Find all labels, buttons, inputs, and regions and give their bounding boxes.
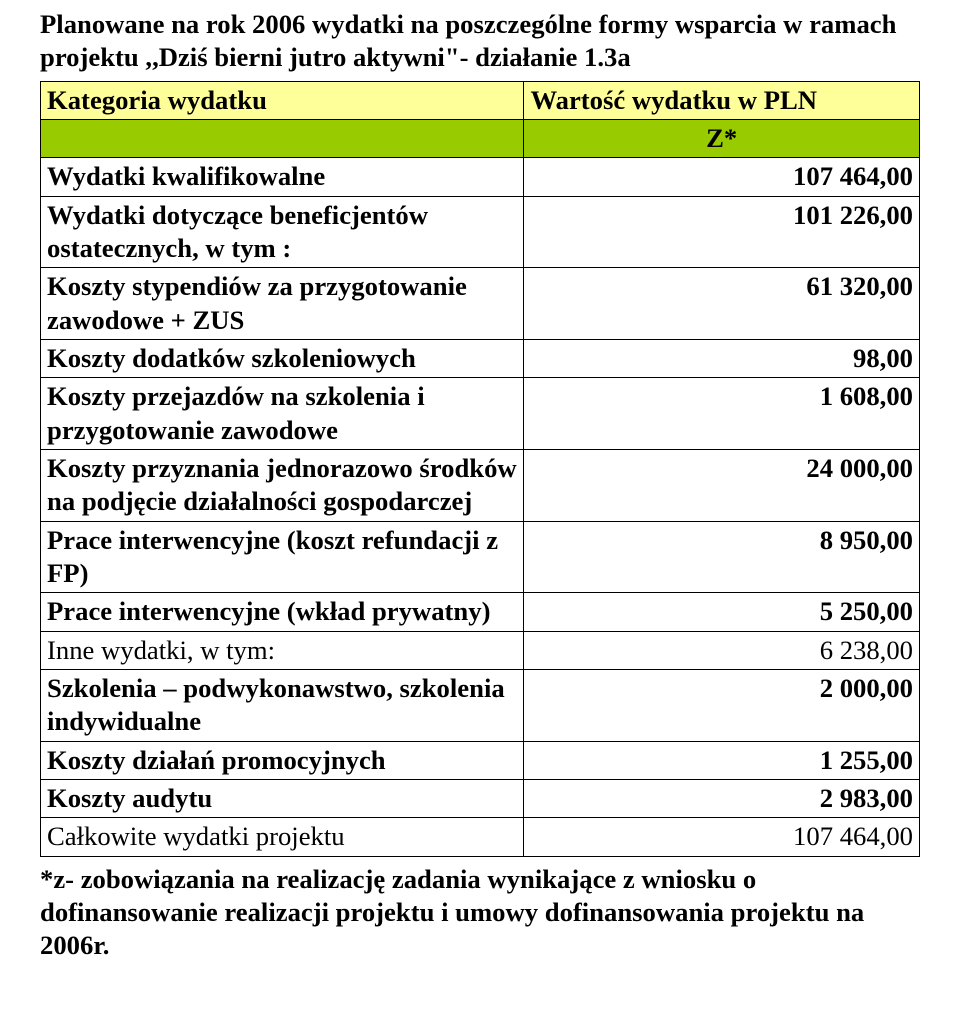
expense-table: Kategoria wydatku Wartość wydatku w PLN … <box>40 81 920 857</box>
row-label: Prace interwencyjne (koszt refundacji z … <box>41 521 524 593</box>
row-value: 2 983,00 <box>524 779 920 817</box>
table-row: Szkolenia – podwykonawstwo, szkolenia in… <box>41 669 920 741</box>
row-value: 61 320,00 <box>524 268 920 340</box>
table-row: Prace interwencyjne (wkład prywatny)5 25… <box>41 593 920 631</box>
row-label: Wydatki dotyczące beneficjentów ostatecz… <box>41 196 524 268</box>
page-title: Planowane na rok 2006 wydatki na poszcze… <box>40 8 920 75</box>
row-value: 1 608,00 <box>524 378 920 450</box>
row-label: Koszty przyznania jednorazowo środków na… <box>41 449 524 521</box>
row-label: Koszty działań promocyjnych <box>41 741 524 779</box>
table-header-left: Kategoria wydatku <box>41 81 524 119</box>
table-header-row: Kategoria wydatku Wartość wydatku w PLN <box>41 81 920 119</box>
row-value: 1 255,00 <box>524 741 920 779</box>
row-label: Inne wydatki, w tym: <box>41 631 524 669</box>
row-value: 2 000,00 <box>524 669 920 741</box>
row-value: 107 464,00 <box>524 158 920 196</box>
table-row: Wydatki dotyczące beneficjentów ostatecz… <box>41 196 920 268</box>
table-row: Koszty audytu2 983,00 <box>41 779 920 817</box>
table-row: Koszty działań promocyjnych1 255,00 <box>41 741 920 779</box>
row-label: Całkowite wydatki projektu <box>41 818 524 856</box>
row-value: 8 950,00 <box>524 521 920 593</box>
row-value: 101 226,00 <box>524 196 920 268</box>
table-body: Kategoria wydatku Wartość wydatku w PLN … <box>41 81 920 856</box>
table-row: Koszty przyznania jednorazowo środków na… <box>41 449 920 521</box>
row-label: Prace interwencyjne (wkład prywatny) <box>41 593 524 631</box>
row-label: Koszty stypendiów za przygotowanie zawod… <box>41 268 524 340</box>
table-row: Wydatki kwalifikowalne107 464,00 <box>41 158 920 196</box>
row-label: Koszty dodatków szkoleniowych <box>41 339 524 377</box>
document-page: Planowane na rok 2006 wydatki na poszcze… <box>0 0 960 1009</box>
table-row: Inne wydatki, w tym:6 238,00 <box>41 631 920 669</box>
table-row: Prace interwencyjne (koszt refundacji z … <box>41 521 920 593</box>
table-row: Koszty przejazdów na szkolenia i przygot… <box>41 378 920 450</box>
table-z-right: Z* <box>524 119 920 157</box>
row-value: 6 238,00 <box>524 631 920 669</box>
table-z-row: Z* <box>41 119 920 157</box>
row-label: Szkolenia – podwykonawstwo, szkolenia in… <box>41 669 524 741</box>
table-row: Koszty stypendiów za przygotowanie zawod… <box>41 268 920 340</box>
table-row: Koszty dodatków szkoleniowych98,00 <box>41 339 920 377</box>
table-row: Całkowite wydatki projektu107 464,00 <box>41 818 920 856</box>
row-label: Koszty przejazdów na szkolenia i przygot… <box>41 378 524 450</box>
row-value: 5 250,00 <box>524 593 920 631</box>
footnote: *z- zobowiązania na realizację zadania w… <box>40 863 920 963</box>
row-label: Koszty audytu <box>41 779 524 817</box>
row-value: 107 464,00 <box>524 818 920 856</box>
row-value: 98,00 <box>524 339 920 377</box>
row-value: 24 000,00 <box>524 449 920 521</box>
row-label: Wydatki kwalifikowalne <box>41 158 524 196</box>
table-z-left <box>41 119 524 157</box>
table-header-right: Wartość wydatku w PLN <box>524 81 920 119</box>
